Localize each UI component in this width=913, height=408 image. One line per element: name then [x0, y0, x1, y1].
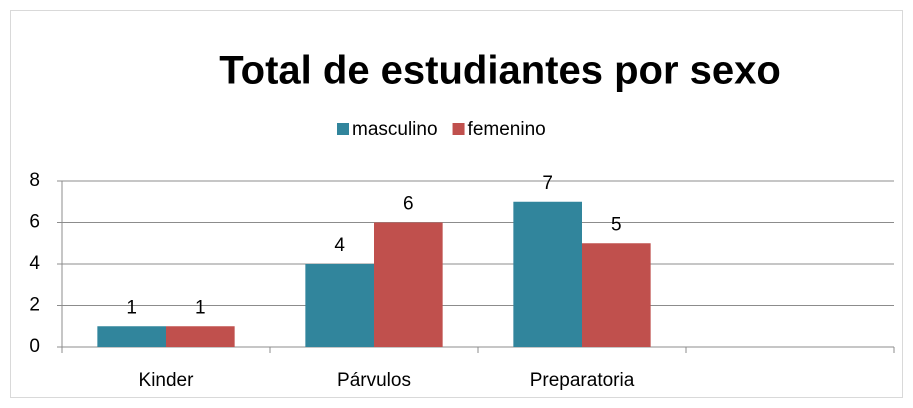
data-label: 1 — [195, 297, 206, 318]
legend-swatch — [452, 123, 465, 135]
y-tick-label: 8 — [29, 170, 40, 191]
chart-title: Total de estudiantes por sexo — [219, 49, 781, 93]
data-label: 4 — [334, 235, 345, 256]
data-label: 7 — [542, 173, 553, 194]
y-tick-label: 4 — [29, 253, 40, 274]
x-tick-label: Preparatoria — [530, 370, 635, 391]
legend-label: masculino — [352, 119, 438, 140]
x-tick-label: Kinder — [139, 370, 195, 391]
y-tick-label: 0 — [29, 336, 40, 357]
bar — [305, 264, 374, 347]
legend-label: femenino — [468, 119, 546, 140]
bar — [374, 222, 443, 347]
legend-swatch — [337, 123, 349, 135]
bar — [582, 243, 651, 347]
data-label: 6 — [403, 194, 414, 215]
bar — [97, 326, 166, 347]
bar — [166, 326, 235, 347]
bar — [513, 201, 582, 347]
y-tick-label: 2 — [29, 295, 40, 316]
data-label: 5 — [611, 214, 622, 235]
y-tick-label: 6 — [29, 212, 40, 233]
data-label: 1 — [126, 297, 137, 318]
x-tick-label: Párvulos — [337, 370, 411, 391]
